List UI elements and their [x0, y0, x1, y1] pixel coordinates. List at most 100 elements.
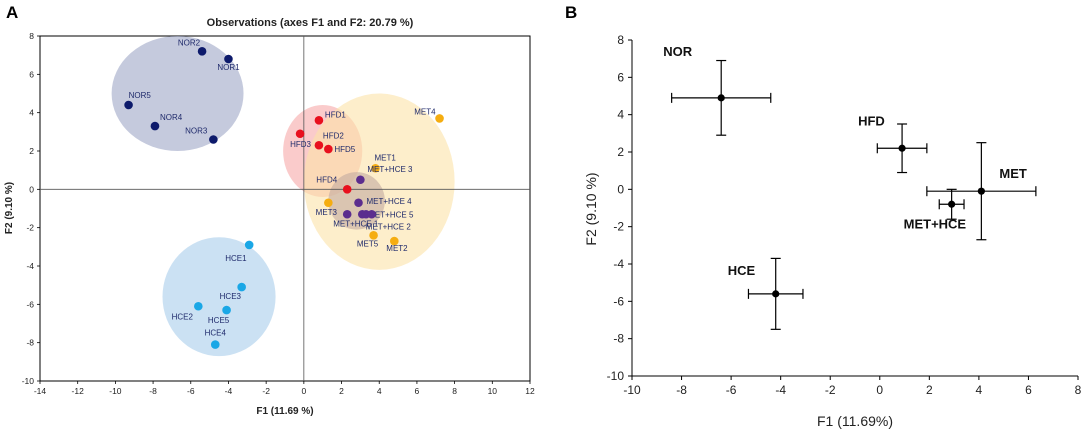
- y-tick-label: 8: [29, 31, 34, 41]
- ellipse-met: [303, 93, 455, 270]
- series-met: MET: [926, 142, 1037, 241]
- point-label-hce3: HCE3: [220, 292, 242, 301]
- point-met3: [324, 198, 333, 208]
- chart-a-y-ticks: -10 -8 -6 -4 -2 0 2 4 6 8: [22, 31, 40, 386]
- series-hfd: HFD: [858, 113, 928, 174]
- panel-a-letter: A: [6, 3, 18, 22]
- chart-b-y-ticks: -10 -8 -6 -4 -2 0 2 4 6 8: [607, 33, 632, 383]
- y-tick-label: 6: [29, 69, 34, 79]
- y-tick-label: -4: [613, 257, 624, 271]
- chart-a-y-axis-label: F2 (9.10 %): [4, 182, 15, 234]
- point-label-met5: MET5: [357, 239, 379, 248]
- point-nor1: [224, 54, 233, 64]
- x-tick-label: 8: [1075, 383, 1082, 397]
- x-tick-label: -2: [825, 383, 836, 397]
- x-tick-label: 6: [415, 386, 420, 396]
- panel-b-letter: B: [565, 3, 577, 22]
- x-tick-label: -12: [72, 386, 85, 396]
- mean-point-met: [977, 187, 985, 195]
- series-hce: HCE: [728, 257, 804, 330]
- point-label-hfd4: HFD4: [316, 175, 337, 184]
- y-tick-label: 2: [617, 145, 624, 159]
- point-met-hce-1: [342, 209, 352, 219]
- point-nor5: [124, 100, 133, 110]
- point-label-hfd3: HFD3: [290, 140, 311, 149]
- chart-b-x-ticks: -10 -8 -6 -4 -2 0 2 4 6 8: [623, 376, 1082, 397]
- y-tick-label: -8: [26, 338, 34, 348]
- x-tick-label: -4: [775, 383, 786, 397]
- x-tick-label: 2: [339, 386, 344, 396]
- chart-b-x-axis-label: F1 (11.69%): [817, 413, 893, 429]
- point-hce5: [222, 305, 231, 315]
- point-label-hfd1: HFD1: [325, 110, 346, 119]
- point-hfd4: [342, 185, 352, 194]
- point-label-nor2: NOR2: [178, 38, 201, 47]
- point-nor2: [197, 47, 207, 56]
- point-nor3: [209, 135, 218, 144]
- point-met4: [435, 114, 444, 123]
- group-label-nor: NOR: [663, 44, 693, 59]
- point-label-met3: MET3: [316, 208, 338, 217]
- y-tick-label: 2: [29, 146, 34, 156]
- x-tick-label: 0: [301, 386, 306, 396]
- point-label-hce4: HCE4: [205, 329, 227, 338]
- point-label-hce2: HCE2: [172, 312, 194, 321]
- ellipse-hce: [162, 237, 276, 357]
- x-tick-label: -2: [262, 386, 270, 396]
- point-label-hce5: HCE5: [208, 316, 230, 325]
- x-tick-label: -6: [726, 383, 737, 397]
- point-met-hce-2: [367, 209, 376, 219]
- point-hfd3: [295, 129, 305, 139]
- mean-point-nor: [717, 94, 725, 102]
- point-hfd1: [314, 116, 324, 125]
- chart-b-series: NOR HFD MET MET+HCE HCE: [663, 44, 1037, 330]
- mean-point-hce: [772, 290, 780, 298]
- point-met5: [369, 231, 378, 240]
- x-tick-label: -6: [187, 386, 195, 396]
- mean-point-hfd: [898, 144, 906, 152]
- panel-a-chart: Observations (axes F1 and F2: 20.79 %) -…: [4, 17, 535, 417]
- ellipse-nor: [111, 36, 244, 151]
- x-tick-label: 10: [488, 386, 498, 396]
- point-label-nor5: NOR5: [129, 91, 152, 100]
- point-hfd5: [324, 144, 333, 154]
- point-hce3: [237, 282, 246, 292]
- y-tick-label: -2: [26, 223, 34, 233]
- y-tick-label: 4: [617, 108, 624, 122]
- point-label-hfd2: HFD2: [323, 131, 344, 140]
- x-tick-label: 2: [926, 383, 933, 397]
- group-label-hfd: HFD: [858, 113, 885, 128]
- x-tick-label: -8: [676, 383, 687, 397]
- point-met2: [390, 236, 399, 246]
- y-tick-label: 8: [617, 33, 624, 47]
- point-met1: [371, 163, 380, 173]
- y-tick-label: -2: [613, 220, 624, 234]
- group-label-met: MET: [999, 166, 1027, 181]
- point-label-met-hce-5: MET+HCE 5: [368, 210, 414, 219]
- point-hce2: [194, 301, 203, 311]
- y-tick-label: -6: [26, 299, 34, 309]
- chart-a-frame: [39, 35, 531, 382]
- x-tick-label: 8: [452, 386, 457, 396]
- x-tick-label: -10: [109, 386, 122, 396]
- x-tick-label: 0: [876, 383, 883, 397]
- x-tick-label: 4: [976, 383, 983, 397]
- y-tick-label: 4: [29, 108, 34, 118]
- y-tick-label: -10: [607, 369, 625, 383]
- y-tick-label: -10: [22, 376, 35, 386]
- point-label-hfd5: HFD5: [334, 145, 355, 154]
- point-met-hce-3: [356, 175, 365, 185]
- point-label-nor3: NOR3: [185, 127, 208, 136]
- point-label-met-hce-1: MET+HCE 1: [333, 219, 379, 228]
- x-tick-label: -8: [149, 386, 157, 396]
- point-label-met-hce-3: MET+HCE 3: [367, 165, 413, 174]
- point-label-met1: MET1: [374, 153, 396, 162]
- y-tick-label: 6: [617, 70, 624, 84]
- y-tick-label: -6: [613, 294, 624, 308]
- point-met-hce-4: [354, 198, 363, 208]
- chart-a-ellipses: [111, 36, 455, 357]
- x-tick-label: -4: [225, 386, 233, 396]
- series-nor: NOR: [663, 44, 772, 136]
- x-tick-label: 12: [525, 386, 535, 396]
